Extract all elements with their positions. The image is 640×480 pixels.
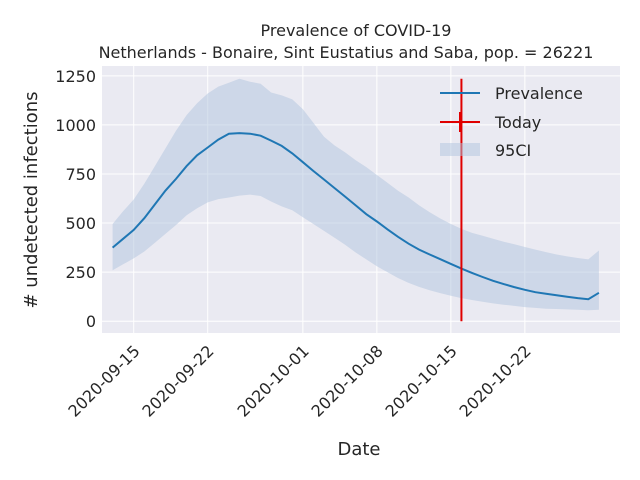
x-axis-label: Date (337, 439, 380, 460)
series-line-prevalence (111, 132, 600, 301)
y-tick-labels: 0 250 500 750 1000 1250 (55, 67, 96, 331)
x-tick-label: 2020-09-22 (138, 341, 217, 420)
band-95ci (112, 78, 599, 311)
x-tick-label: 2020-10-01 (234, 341, 313, 420)
y-tick-label: 500 (65, 214, 96, 233)
confidence-band (112, 78, 599, 311)
x-tick-label: 2020-10-22 (456, 341, 535, 420)
y-tick-label: 750 (65, 165, 96, 184)
y-tick-label: 250 (65, 263, 96, 282)
y-tick-label: 1000 (55, 116, 96, 135)
y-tick-label: 1250 (55, 67, 96, 86)
y-tick-label: 0 (86, 312, 96, 331)
chart-subtitle: Netherlands - Bonaire, Sint Eustatius an… (99, 43, 594, 62)
y-axis-label: # undetected infections (21, 91, 42, 308)
legend: Prevalence Today 95CI (440, 84, 583, 160)
chart-title: Prevalence of COVID-19 (261, 21, 452, 40)
legend-today-label: Today (494, 113, 541, 132)
x-tick-label: 2020-10-15 (382, 341, 461, 420)
legend-95ci-swatch (440, 143, 480, 156)
legend-95ci-label: 95CI (495, 141, 531, 160)
legend-prevalence-label: Prevalence (495, 84, 583, 103)
series-lines (111, 132, 600, 301)
x-tick-label: 2020-10-08 (308, 341, 387, 420)
x-tick-label: 2020-09-15 (64, 341, 143, 420)
